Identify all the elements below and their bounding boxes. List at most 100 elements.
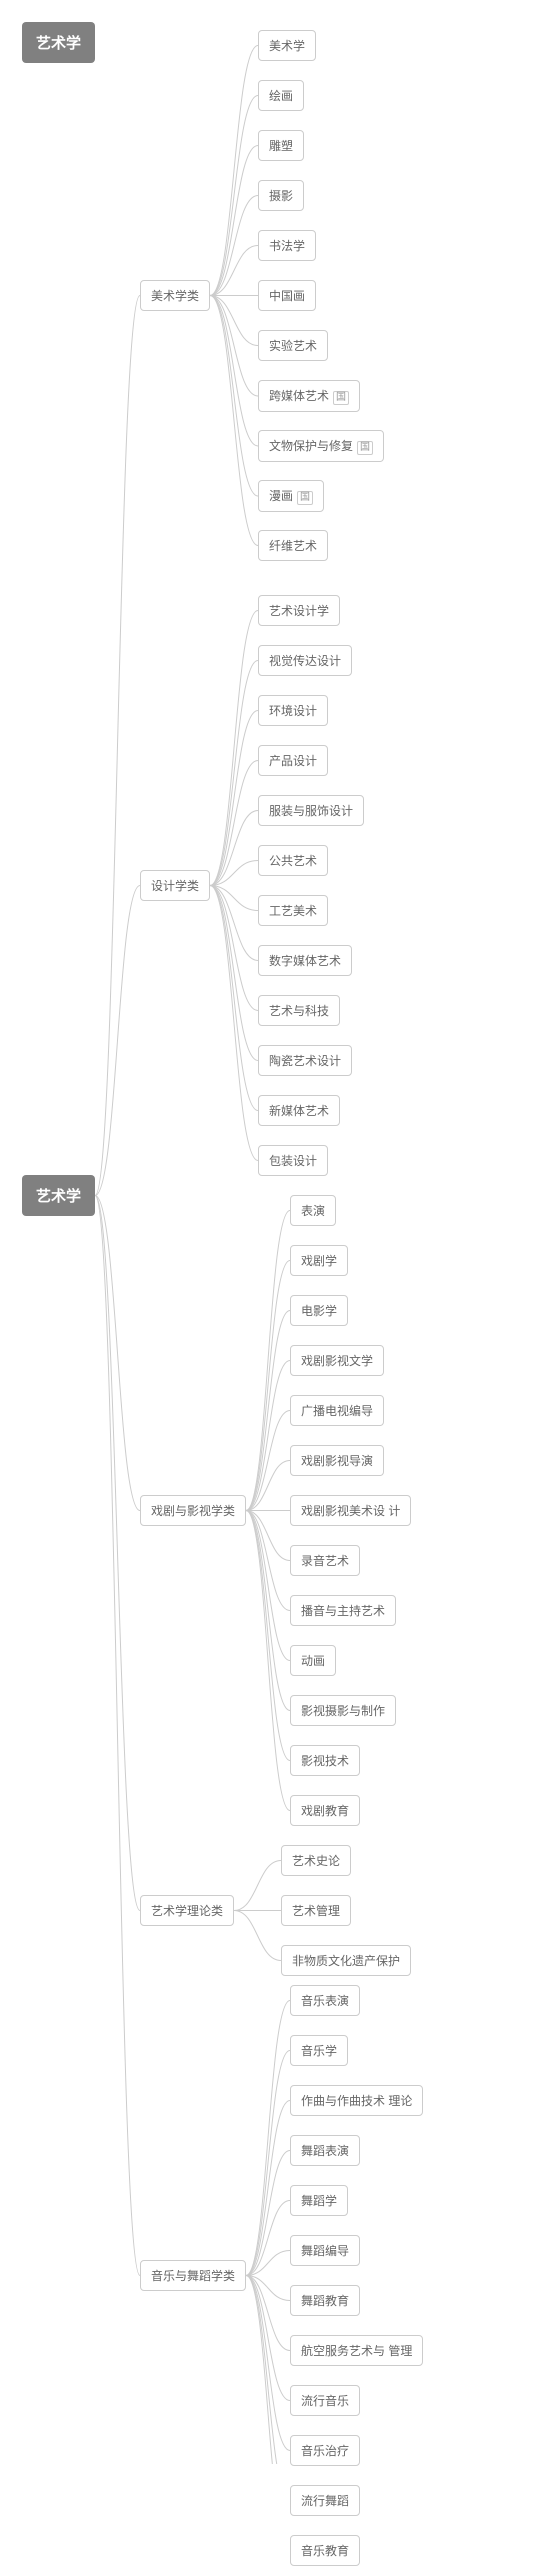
node-label: 艺术史论 [292, 1854, 340, 1868]
node-label: 舞蹈学 [301, 2194, 337, 2208]
tree-node: 音乐表演 [290, 1985, 360, 2016]
tree-node: 陶瓷艺术设计 [258, 1045, 352, 1076]
node-label: 音乐表演 [301, 1994, 349, 2008]
tree-node: 非物质文化遗产保护 [281, 1945, 411, 1976]
node-label: 播音与主持艺术 [301, 1604, 385, 1618]
tree-node: 流行音乐 [290, 2385, 360, 2416]
node-label: 绘画 [269, 89, 293, 103]
node-label: 电影学 [301, 1304, 337, 1318]
node-label: 漫画 [269, 489, 293, 503]
tree-node: 动画 [290, 1645, 336, 1676]
tree-node: 美术学 [258, 30, 316, 61]
tree-node: 艺术与科技 [258, 995, 340, 1026]
node-label: 戏剧影视文学 [301, 1354, 373, 1368]
node-label: 航空服务艺术与 管理 [301, 2344, 412, 2358]
root-node: 艺术学 [22, 22, 95, 63]
node-badge: 国 [333, 391, 349, 405]
tree-node: 音乐教育 [290, 2535, 360, 2566]
tree-node: 数字媒体艺术 [258, 945, 352, 976]
node-badge: 国 [357, 441, 373, 455]
tree-node: 作曲与作曲技术 理论 [290, 2085, 423, 2116]
tree-node: 流行舞蹈 [290, 2485, 360, 2516]
node-label: 影视技术 [301, 1754, 349, 1768]
node-label: 跨媒体艺术 [269, 389, 329, 403]
tree-node: 服装与服饰设计 [258, 795, 364, 826]
node-label: 雕塑 [269, 139, 293, 153]
node-label: 音乐治疗 [301, 2444, 349, 2458]
node-label: 纤维艺术 [269, 539, 317, 553]
tree-node: 舞蹈学 [290, 2185, 348, 2216]
node-label: 舞蹈教育 [301, 2294, 349, 2308]
tree-node: 艺术设计学 [258, 595, 340, 626]
node-label: 音乐与舞蹈学类 [151, 2269, 235, 2283]
tree-node: 艺术管理 [281, 1895, 351, 1926]
node-label: 音乐学 [301, 2044, 337, 2058]
node-label: 艺术与科技 [269, 1004, 329, 1018]
node-badge: 国 [297, 491, 313, 505]
node-label: 戏剧教育 [301, 1804, 349, 1818]
node-label: 摄影 [269, 189, 293, 203]
tree-node: 影视技术 [290, 1745, 360, 1776]
tree-node: 包装设计 [258, 1145, 328, 1176]
node-label: 舞蹈表演 [301, 2144, 349, 2158]
node-label: 戏剧影视美术设 计 [301, 1504, 400, 1518]
tree-node: 播音与主持艺术 [290, 1595, 396, 1626]
node-label: 艺术设计学 [269, 604, 329, 618]
node-label: 服装与服饰设计 [269, 804, 353, 818]
tree-node: 中国画 [258, 280, 316, 311]
tree-node: 舞蹈编导 [290, 2235, 360, 2266]
tree-node: 雕塑 [258, 130, 304, 161]
node-label: 作曲与作曲技术 理论 [301, 2094, 412, 2108]
node-label: 美术学 [269, 39, 305, 53]
node-label: 影视摄影与制作 [301, 1704, 385, 1718]
node-label: 设计学类 [151, 879, 199, 893]
tree-node: 文物保护与修复国 [258, 430, 384, 462]
node-label: 公共艺术 [269, 854, 317, 868]
node-label: 戏剧学 [301, 1254, 337, 1268]
node-label: 戏剧与影视学类 [151, 1504, 235, 1518]
node-label: 文物保护与修复 [269, 439, 353, 453]
tree-node: 录音艺术 [290, 1545, 360, 1576]
tree-node: 戏剧学 [290, 1245, 348, 1276]
tree-node: 绘画 [258, 80, 304, 111]
node-label: 实验艺术 [269, 339, 317, 353]
node-label: 非物质文化遗产保护 [292, 1954, 400, 1968]
node-label: 环境设计 [269, 704, 317, 718]
node-label: 书法学 [269, 239, 305, 253]
tree-node: 电影学 [290, 1295, 348, 1326]
tree-node: 表演 [290, 1195, 336, 1226]
connector-layer [0, 0, 552, 2464]
root-node: 艺术学 [22, 1175, 95, 1216]
tree-node: 舞蹈教育 [290, 2285, 360, 2316]
node-label: 动画 [301, 1654, 325, 1668]
tree-node: 艺术史论 [281, 1845, 351, 1876]
tree-node: 视觉传达设计 [258, 645, 352, 676]
node-label: 流行音乐 [301, 2394, 349, 2408]
node-label: 中国画 [269, 289, 305, 303]
tree-node: 戏剧影视美术设 计 [290, 1495, 411, 1526]
tree-node: 戏剧影视导演 [290, 1445, 384, 1476]
node-label: 艺术学理论类 [151, 1904, 223, 1918]
node-label: 包装设计 [269, 1154, 317, 1168]
tree-node: 舞蹈表演 [290, 2135, 360, 2166]
node-label: 流行舞蹈 [301, 2494, 349, 2508]
tree-node: 艺术学理论类 [140, 1895, 234, 1926]
tree-node: 航空服务艺术与 管理 [290, 2335, 423, 2366]
tree-node: 戏剧与影视学类 [140, 1495, 246, 1526]
tree-node: 新媒体艺术 [258, 1095, 340, 1126]
tree-node: 影视摄影与制作 [290, 1695, 396, 1726]
tree-node: 工艺美术 [258, 895, 328, 926]
node-label: 数字媒体艺术 [269, 954, 341, 968]
node-label: 工艺美术 [269, 904, 317, 918]
node-label: 美术学类 [151, 289, 199, 303]
tree-node: 广播电视编导 [290, 1395, 384, 1426]
tree-node: 跨媒体艺术国 [258, 380, 360, 412]
tree-node: 纤维艺术 [258, 530, 328, 561]
node-label: 音乐教育 [301, 2544, 349, 2558]
tree-node: 环境设计 [258, 695, 328, 726]
node-label: 戏剧影视导演 [301, 1454, 373, 1468]
tree-node: 戏剧影视文学 [290, 1345, 384, 1376]
tree-node: 音乐与舞蹈学类 [140, 2260, 246, 2291]
tree-node: 产品设计 [258, 745, 328, 776]
node-label: 录音艺术 [301, 1554, 349, 1568]
